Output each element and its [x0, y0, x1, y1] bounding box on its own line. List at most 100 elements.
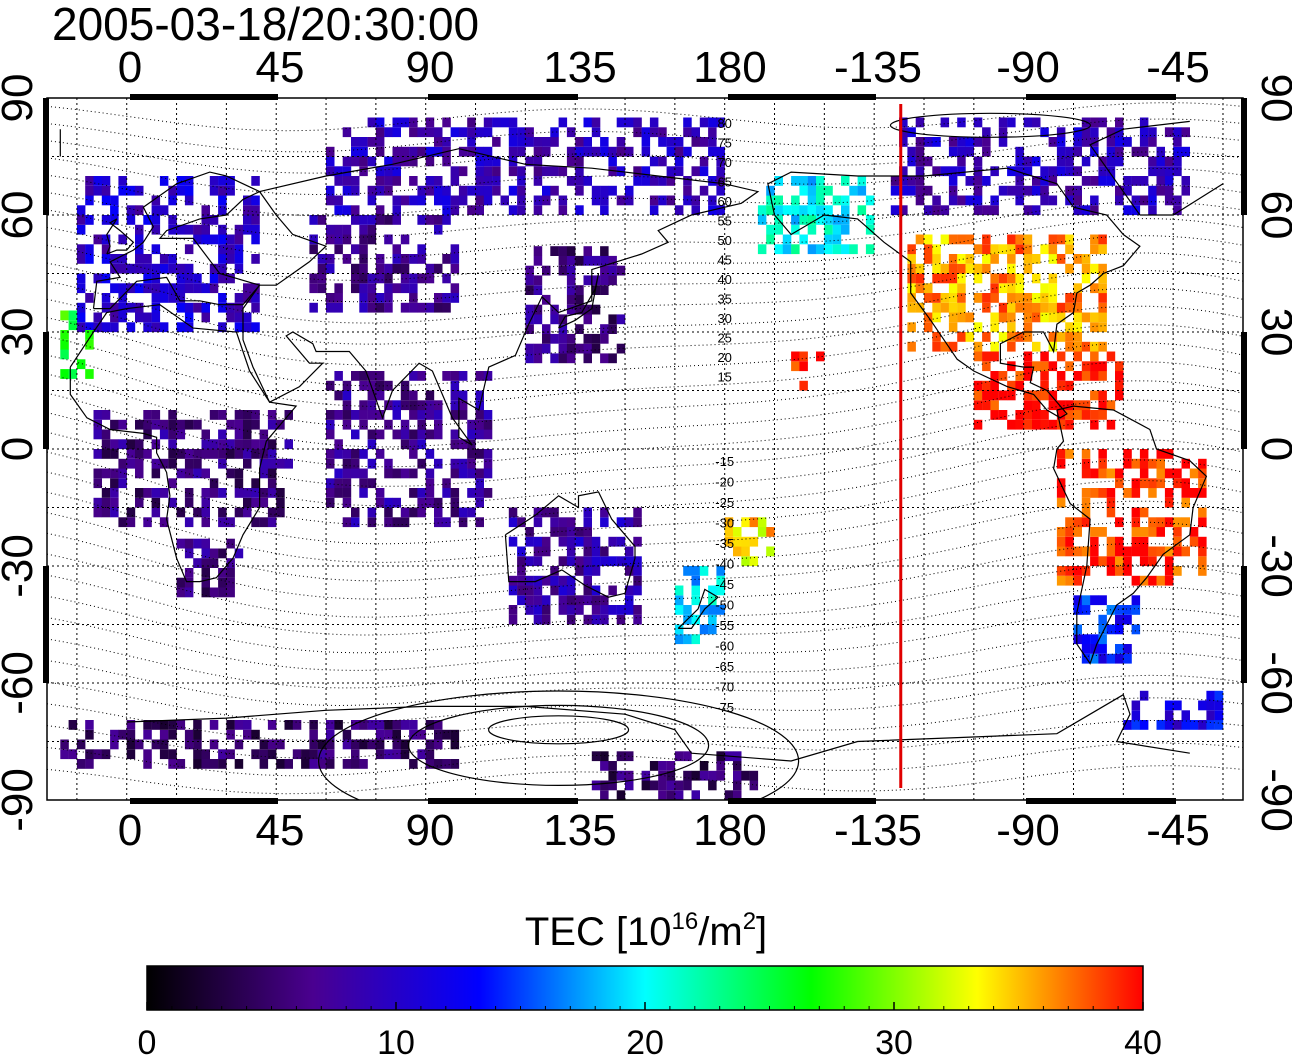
tec-pixel	[550, 585, 559, 596]
tec-pixel	[1007, 166, 1016, 177]
tec-pixel	[218, 568, 227, 578]
tec-pixel	[342, 458, 352, 469]
tec-pixel	[716, 566, 725, 576]
tec-pixel	[1115, 156, 1124, 167]
tec-pixel	[550, 166, 559, 177]
tec-pixel	[118, 254, 127, 264]
tec-pixel	[1198, 507, 1207, 518]
tec-pixel	[1073, 283, 1082, 294]
tec-pixel	[342, 176, 352, 186]
tec-pixel	[600, 507, 609, 518]
tec-pixel	[1040, 302, 1049, 313]
tec-pixel	[243, 497, 252, 508]
tec-pixel	[1090, 653, 1099, 664]
tec-pixel	[1032, 419, 1041, 430]
tec-pixel	[251, 729, 260, 740]
tec-pixel	[608, 314, 617, 325]
tec-pixel	[118, 312, 127, 323]
mag-lat-label: -60	[715, 639, 734, 654]
tec-pixel	[1081, 497, 1091, 508]
tec-pixel	[1106, 127, 1116, 138]
frame-segment	[1241, 332, 1247, 449]
tec-pixel	[475, 195, 484, 206]
tec-pixel	[716, 166, 725, 177]
tec-pixel	[1032, 205, 1041, 216]
tec-pixel	[85, 759, 94, 769]
tec-pixel	[1098, 176, 1107, 186]
tec-pixel	[392, 166, 401, 177]
tec-pixel	[218, 185, 227, 196]
tec-pixel	[1164, 156, 1174, 167]
tec-pixel	[110, 312, 119, 323]
tec-pixel	[85, 369, 94, 379]
tec-pixel	[126, 263, 136, 274]
tec-pixel	[957, 254, 966, 264]
tec-pixel	[351, 371, 360, 381]
tec-pixel	[583, 275, 592, 286]
tec-pixel	[799, 234, 808, 245]
tec-pixel	[1081, 263, 1091, 274]
tec-pixel	[101, 449, 111, 459]
tec-pixel	[1056, 449, 1066, 459]
tec-pixel	[259, 429, 269, 440]
tec-pixel	[948, 234, 958, 245]
tec-pixel	[525, 556, 534, 567]
tec-pixel	[533, 614, 543, 625]
tec-pixel	[1206, 700, 1215, 711]
tec-pixel	[450, 759, 460, 769]
tec-pixel	[1115, 605, 1124, 615]
tec-pixel	[392, 739, 401, 750]
tec-pixel	[625, 566, 634, 576]
tec-pixel	[658, 156, 667, 167]
tec-pixel	[110, 449, 119, 459]
tec-pixel	[76, 273, 86, 284]
tec-pixel	[234, 302, 244, 313]
tec-pixel	[1073, 127, 1082, 138]
tec-pixel	[948, 322, 958, 333]
tec-pixel	[575, 595, 584, 606]
tec-pixel	[500, 117, 509, 128]
tec-pixel	[1015, 166, 1024, 177]
tec-pixel	[982, 390, 991, 401]
tec-pixel	[533, 343, 543, 354]
tec-pixel	[1164, 127, 1174, 138]
tec-pixel	[1148, 166, 1157, 177]
tec-pixel	[176, 468, 186, 479]
tec-pixel	[1073, 527, 1082, 537]
tec-pixel	[126, 517, 136, 528]
tec-pixel	[591, 285, 601, 295]
tec-pixel	[201, 577, 210, 588]
tec-pixel	[1181, 497, 1190, 508]
tec-pixel	[226, 449, 235, 459]
tec-pixel	[234, 759, 244, 769]
tec-pixel	[342, 449, 352, 459]
tec-pixel	[417, 195, 426, 206]
tec-pixel	[201, 749, 210, 760]
tec-pixel	[168, 759, 177, 769]
tec-pixel	[1106, 166, 1116, 177]
tec-pixel	[1148, 137, 1157, 147]
tec-pixel	[334, 283, 343, 294]
tec-pixel	[608, 146, 617, 157]
tec-pixel	[209, 283, 219, 294]
tec-pixel	[442, 293, 451, 303]
tec-pixel	[915, 166, 925, 177]
tec-pixel	[807, 205, 817, 216]
tec-pixel	[799, 351, 808, 362]
tec-pixel	[118, 283, 127, 294]
tec-pixel	[1007, 283, 1016, 294]
tec-pixel	[583, 117, 592, 128]
tec-pixel	[176, 449, 186, 459]
tec-pixel	[1106, 605, 1116, 615]
lat-tick-left: -60	[0, 651, 42, 715]
tec-pixel	[85, 330, 94, 340]
tec-pixel	[492, 166, 501, 177]
tec-pixel	[807, 185, 817, 196]
tec-pixel	[400, 117, 410, 128]
tec-pixel	[309, 302, 318, 313]
tec-pixel	[110, 478, 119, 489]
tec-pixel	[1040, 371, 1049, 381]
tec-pixel	[334, 478, 343, 489]
tec-pixel	[1198, 546, 1207, 557]
tec-pixel	[1040, 166, 1049, 177]
